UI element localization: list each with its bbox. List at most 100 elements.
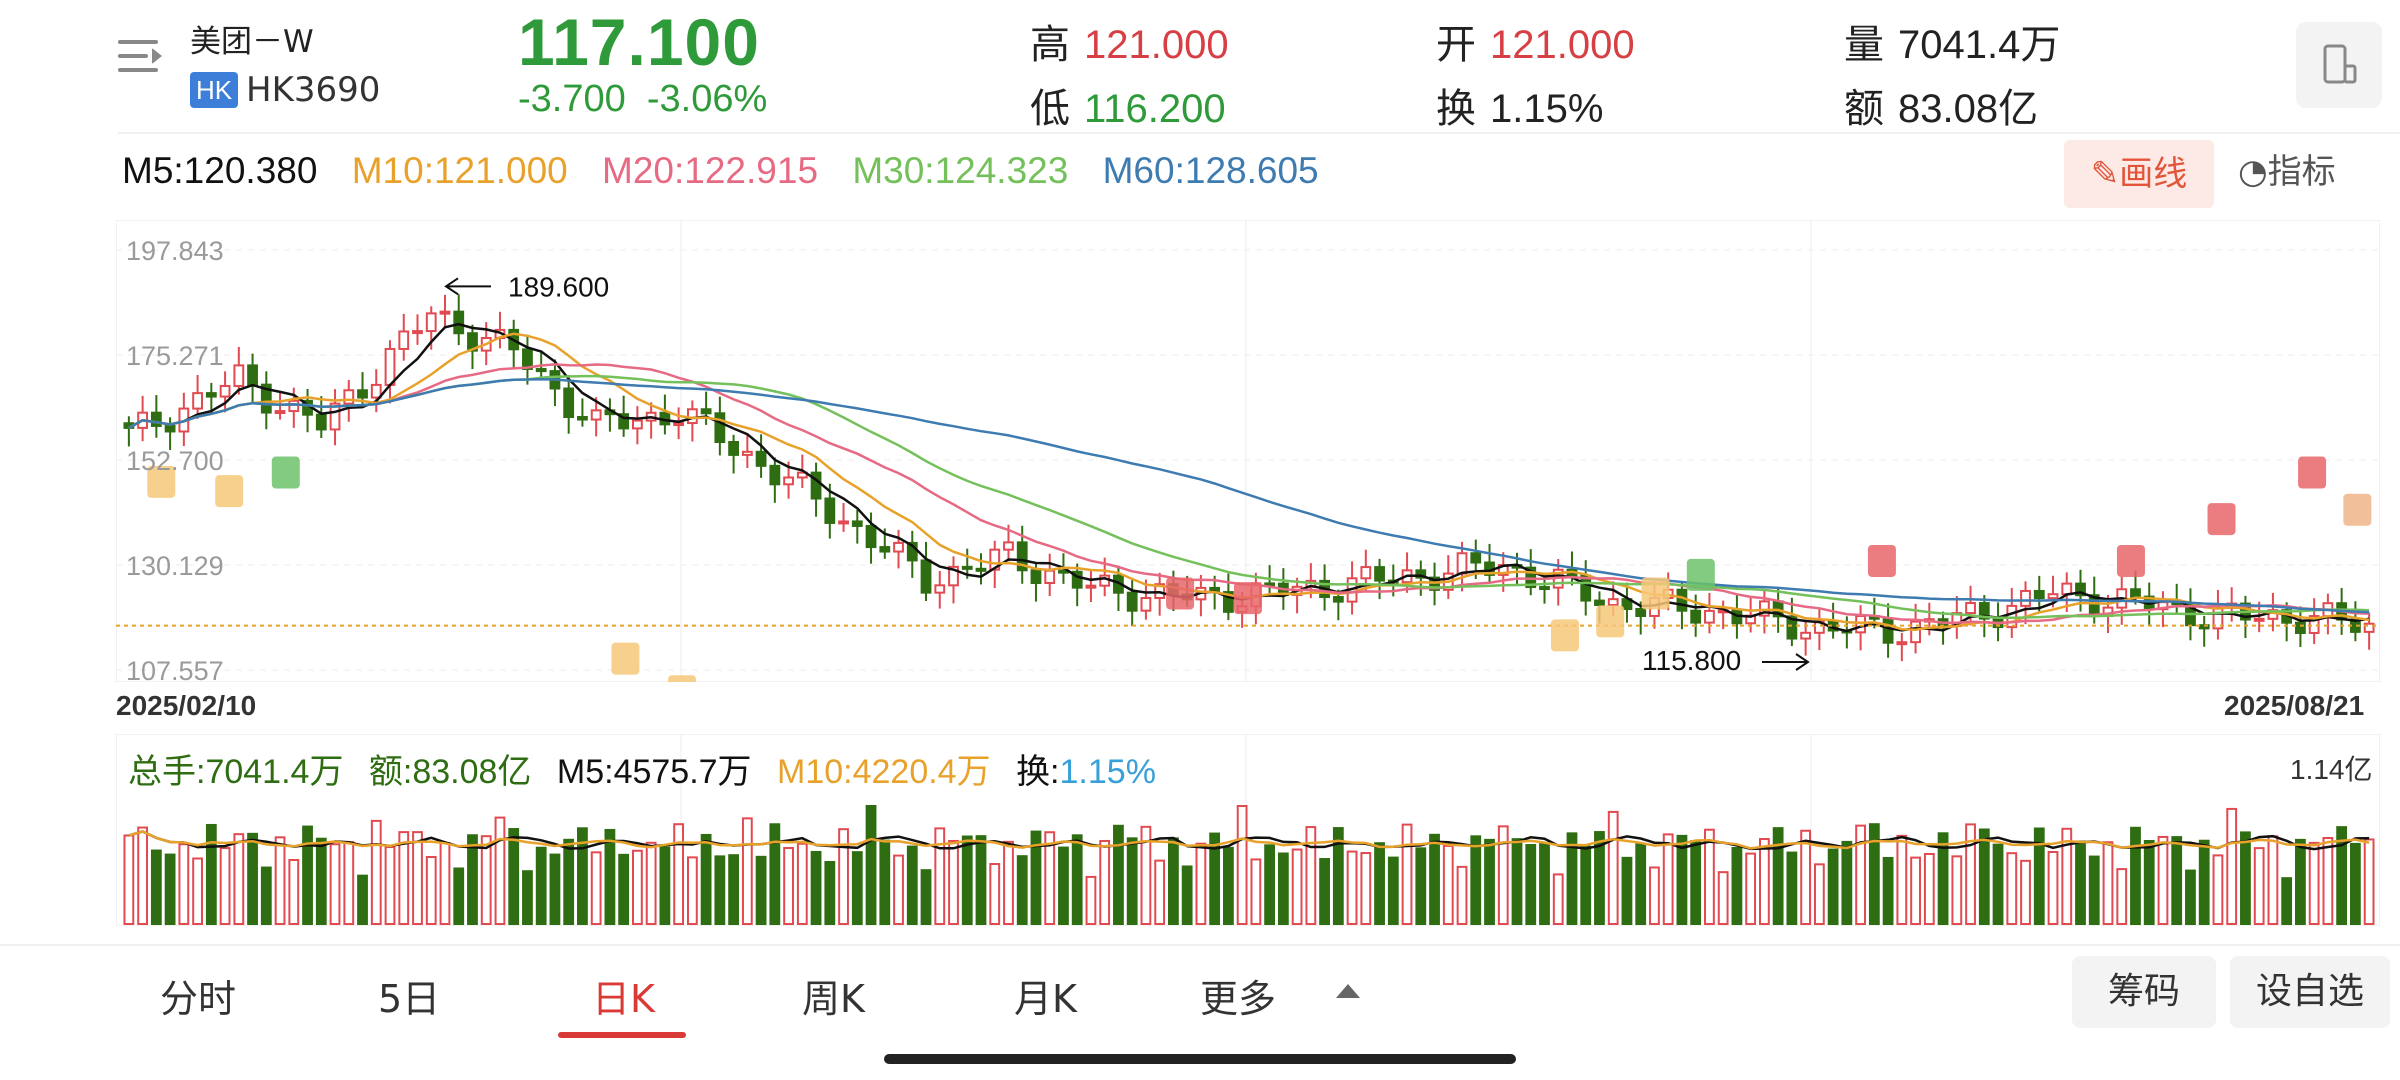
volume-m10: M10:4220.4万 — [777, 753, 991, 791]
volume-bar — [370, 819, 382, 925]
volume-bar — [2212, 854, 2224, 925]
indicator-button[interactable]: ◔指标 — [2238, 144, 2336, 193]
candle-body — [2253, 617, 2265, 622]
signal-badge — [1234, 582, 1262, 615]
volume-bar — [2253, 847, 2265, 925]
candlestick-chart[interactable]: 189.600 115.800 197.843 175.271 152.700 130.… — [116, 220, 2380, 682]
volume-bar — [2240, 831, 2251, 925]
volume-bar — [1511, 838, 1523, 925]
volume-bar — [2349, 842, 2361, 925]
volume-bar — [2006, 852, 2018, 925]
tabs-divider — [0, 944, 2400, 946]
draw-line-label: 画线 — [2119, 154, 2188, 194]
caret-up-icon[interactable] — [1336, 984, 1360, 998]
volume-m5: M5:4575.7万 — [556, 753, 752, 791]
volume-bar — [2171, 836, 2183, 925]
volume-bar — [1704, 828, 1715, 925]
volume-bar — [755, 855, 767, 925]
volume-bar — [824, 860, 836, 926]
volume-bar — [1332, 827, 1344, 925]
candle-body — [700, 408, 712, 415]
volume-bar — [796, 842, 808, 925]
volume-bar — [1813, 863, 1825, 926]
volume-bar — [769, 823, 781, 925]
signal-badge — [1166, 577, 1195, 610]
volume-bar — [467, 834, 478, 925]
volume-bar — [1649, 866, 1660, 925]
volume-bar — [1168, 837, 1179, 925]
candle-body — [412, 330, 423, 335]
volume-bar — [302, 825, 313, 925]
volume-bar — [934, 827, 946, 925]
stat-label: 额 — [1844, 87, 1884, 131]
home-indicator[interactable] — [884, 1054, 1516, 1064]
candle-body — [1140, 597, 1152, 612]
volume-bar — [1690, 840, 1702, 925]
stat-value: 7041.4万 — [1898, 23, 2061, 67]
volume-bar — [1786, 851, 1798, 925]
volume-bar — [1662, 833, 1674, 925]
candle-body — [2061, 582, 2073, 596]
chips-button[interactable]: 筹码 — [2072, 956, 2216, 1028]
tab-monthly-k[interactable]: 月K — [1014, 977, 1077, 1021]
volume-bar — [522, 870, 533, 926]
candle-body — [893, 541, 904, 553]
candle-body — [288, 399, 300, 413]
candle-body — [1456, 552, 1468, 575]
volume-bar — [1717, 871, 1729, 926]
volume-chart[interactable] — [116, 734, 2380, 926]
volume-bar — [1291, 848, 1303, 925]
candle-body — [370, 383, 382, 399]
stat-value: 1.15% — [1490, 87, 1604, 131]
tab-intraday[interactable]: 分时 — [160, 977, 237, 1021]
candle-body — [535, 367, 547, 373]
tab-weekly-k[interactable]: 周K — [802, 977, 865, 1021]
price-change: -3.700 -3.06% — [518, 78, 767, 121]
candle-body — [1676, 588, 1688, 612]
volume-bar — [2088, 855, 2100, 925]
candle-body — [260, 383, 272, 414]
volume-bar — [1044, 831, 1056, 925]
candle-body — [1126, 591, 1138, 612]
gauge-icon: ◔ — [2238, 152, 2268, 192]
rotate-screen-button[interactable] — [2296, 22, 2382, 108]
volume-bar — [1030, 830, 1042, 925]
stat-label: 开 — [1436, 23, 1476, 67]
signal-badge — [1686, 558, 1715, 591]
volume-bar — [1126, 837, 1138, 925]
tab-daily-k[interactable]: 日K — [592, 977, 655, 1021]
add-watchlist-button[interactable]: 设自选 — [2230, 956, 2390, 1028]
candle-body — [1470, 552, 1482, 564]
tab-5day[interactable]: 5日 — [378, 977, 441, 1021]
volume-bar — [920, 869, 932, 925]
candle-body — [838, 520, 849, 525]
volume-bar — [425, 855, 437, 925]
signal-badge — [1550, 619, 1579, 652]
arrow-right-icon — [1762, 653, 1810, 671]
volume-bar — [508, 828, 520, 925]
candle-body — [796, 471, 808, 479]
volume-bar — [247, 832, 258, 925]
candle-body — [714, 412, 726, 443]
stock-name: 美团－W — [190, 24, 314, 60]
volume-bar — [398, 831, 410, 925]
candle-body — [741, 450, 753, 456]
stat-open: 开 121.000 — [1436, 12, 1635, 70]
tab-more[interactable]: 更多 — [1200, 977, 1277, 1021]
volume-bar — [2157, 835, 2169, 925]
y-tick-label: 107.557 — [126, 656, 224, 682]
volume-bar — [2143, 839, 2155, 925]
menu-icon[interactable] — [118, 40, 170, 84]
volume-bar — [1071, 834, 1083, 925]
volume-bar — [315, 837, 327, 925]
candle-body — [1910, 620, 1921, 644]
volume-bar — [1868, 823, 1880, 925]
volume-max-label: 1.14亿 — [2290, 754, 2373, 785]
draw-line-button[interactable]: ✎画线 — [2064, 140, 2214, 208]
ma-legend: M5:120.380 M10:121.000 M20:122.915 M30:1… — [122, 150, 1343, 192]
volume-bar — [659, 846, 671, 925]
candle-body — [1374, 566, 1385, 582]
candle-body — [384, 347, 396, 386]
volume-bar — [604, 828, 616, 925]
candle-body — [920, 559, 932, 594]
